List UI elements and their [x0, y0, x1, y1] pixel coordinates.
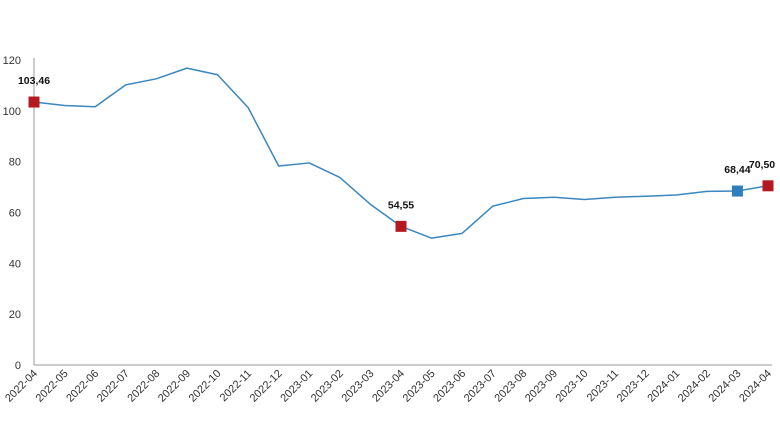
x-tick-label: 2024-01: [645, 368, 682, 405]
x-tick-label: 2022-06: [64, 368, 101, 405]
x-tick-label: 2023-04: [370, 368, 407, 405]
x-tick-label: 2022-09: [156, 368, 193, 405]
x-tick-label: 2024-02: [676, 368, 713, 405]
data-point-marker: [762, 180, 774, 192]
x-tick-label: 2023-10: [554, 368, 591, 405]
data-label: 54,55: [388, 199, 414, 211]
data-label: 68,44: [724, 164, 750, 176]
x-tick-label: 2023-06: [431, 368, 468, 405]
x-tick-label: 2024-03: [707, 368, 744, 405]
y-tick-label: 80: [9, 157, 21, 169]
x-tick-label: 2023-08: [492, 368, 529, 405]
x-tick-label: 2022-04: [3, 368, 40, 405]
data-point-marker: [731, 185, 743, 197]
x-tick-label: 2023-07: [462, 368, 499, 405]
x-tick-label: 2023-12: [615, 368, 652, 405]
data-point-marker: [395, 220, 407, 232]
y-tick-label: 0: [15, 360, 21, 372]
x-tick-label: 2023-09: [523, 368, 560, 405]
x-tick-label: 2024-04: [737, 368, 774, 405]
data-label: 103,46: [18, 75, 50, 87]
y-tick-label: 60: [9, 208, 21, 220]
x-tick-label: 2023-11: [585, 368, 621, 404]
y-tick-label: 120: [3, 55, 21, 67]
x-tick-label: 2023-02: [309, 368, 346, 405]
data-point-marker: [28, 96, 40, 108]
x-tick-label: 2023-01: [278, 368, 315, 405]
x-tick-label: 2022-11: [218, 368, 254, 404]
x-tick-label: 2022-10: [187, 368, 224, 405]
x-tick-label: 2023-05: [401, 368, 438, 405]
y-tick-label: 20: [9, 309, 21, 321]
series-layer: [33, 67, 769, 239]
y-tick-label: 100: [3, 106, 21, 118]
x-tick-label: 2022-05: [34, 368, 71, 405]
axes: 0204060801001202022-042022-052022-062022…: [3, 55, 774, 405]
series-line: [33, 67, 769, 239]
data-label: 70,50: [749, 159, 775, 171]
x-tick-label: 2022-07: [95, 368, 132, 405]
x-tick-label: 2023-03: [340, 368, 377, 405]
x-tick-label: 2022-08: [125, 368, 162, 405]
x-tick-label: 2022-12: [248, 368, 285, 405]
y-tick-label: 40: [9, 258, 21, 270]
